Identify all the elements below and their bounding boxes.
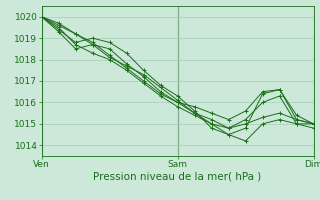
X-axis label: Pression niveau de la mer( hPa ): Pression niveau de la mer( hPa ) bbox=[93, 172, 262, 182]
